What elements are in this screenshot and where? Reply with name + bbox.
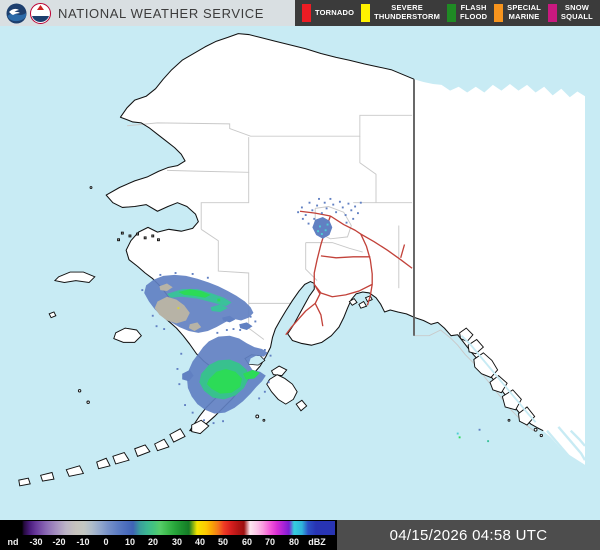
warning-legend: TORNADO SEVERE THUNDERSTORM FLASH FLOOD …	[295, 0, 600, 26]
radar-map[interactable]	[0, 26, 600, 520]
map-timestamp: 04/15/2026 04:58 UTC	[389, 526, 548, 544]
st-lawrence-island	[53, 271, 96, 284]
snow-squall-swatch	[547, 4, 557, 22]
legend-item-flash-flood: FLASH FLOOD	[446, 3, 487, 22]
st-matthew-island	[48, 311, 57, 319]
radar-echo-panhandle-specks	[456, 428, 490, 443]
flash-flood-swatch	[446, 4, 456, 22]
legend-item-severe-thunderstorm: SEVERE THUNDERSTORM	[361, 3, 440, 22]
severe-thunderstorm-swatch	[361, 4, 371, 22]
inside-passage-channel	[460, 335, 537, 423]
afognak-island	[270, 365, 288, 377]
reflectivity-scale: nd -30 -20 -10 0 10 20 30 40 50 60 70 80…	[0, 520, 337, 550]
legend-item-tornado: TORNADO	[302, 4, 354, 22]
panhandle-islands	[459, 327, 543, 438]
legend-item-special-marine: SPECIAL MARINE	[494, 3, 541, 22]
dbz-scale-labels: nd -30 -20 -10 0 10 20 30 40 50 60 70 80…	[7, 537, 326, 547]
bc-channel-patch	[561, 449, 585, 471]
noaa-logo-icon	[6, 3, 27, 23]
tornado-swatch	[302, 4, 311, 22]
header-bar: NATIONAL WEATHER SERVICE TORNADO SEVERE …	[0, 0, 600, 26]
radar-echo-fairbanks	[297, 197, 362, 239]
islands	[18, 186, 543, 487]
alaska-radar-canvas	[18, 33, 587, 487]
highway-lines	[285, 210, 413, 336]
radar-echo-katmai	[176, 335, 272, 425]
aleutian-islands	[18, 419, 210, 487]
timestamp-bar: 04/15/2026 04:58 UTC	[337, 520, 600, 550]
special-marine-swatch	[494, 4, 504, 22]
kodiak-island	[266, 374, 298, 405]
radar-echo-bethel	[141, 272, 257, 334]
page-title: NATIONAL WEATHER SERVICE	[58, 5, 265, 21]
nunivak-island	[113, 327, 142, 343]
nws-logo-icon	[30, 2, 51, 24]
bottom-bar: nd -30 -20 -10 0 10 20 30 40 50 60 70 80…	[0, 520, 600, 550]
legend-item-snow-squall: SNOW SQUALL	[547, 3, 593, 22]
dbz-colorbar	[0, 521, 335, 535]
